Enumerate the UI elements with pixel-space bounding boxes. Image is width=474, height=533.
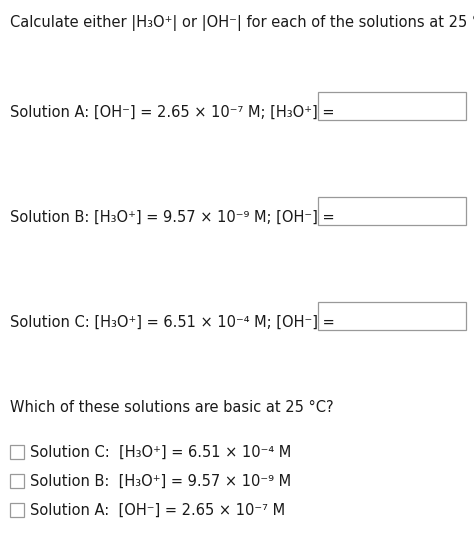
- Bar: [318, 197, 466, 225]
- Text: Solution C: [H₃O⁺] = 6.51 × 10⁻⁴ M; [OH⁻] =: Solution C: [H₃O⁺] = 6.51 × 10⁻⁴ M; [OH⁻…: [10, 315, 335, 330]
- Text: Solution A: [OH⁻] = 2.65 × 10⁻⁷ M; [H₃O⁺] =: Solution A: [OH⁻] = 2.65 × 10⁻⁷ M; [H₃O⁺…: [10, 105, 335, 120]
- Text: Solution A:  [OH⁻] = 2.65 × 10⁻⁷ M: Solution A: [OH⁻] = 2.65 × 10⁻⁷ M: [30, 503, 285, 518]
- Bar: [10, 445, 24, 459]
- Bar: [10, 474, 24, 488]
- Text: Solution B:  [H₃O⁺] = 9.57 × 10⁻⁹ M: Solution B: [H₃O⁺] = 9.57 × 10⁻⁹ M: [30, 474, 291, 489]
- Text: Which of these solutions are basic at 25 °C?: Which of these solutions are basic at 25…: [10, 400, 334, 415]
- Bar: [318, 302, 466, 330]
- Bar: [10, 503, 24, 517]
- Text: Solution C:  [H₃O⁺] = 6.51 × 10⁻⁴ M: Solution C: [H₃O⁺] = 6.51 × 10⁻⁴ M: [30, 445, 291, 460]
- Text: Calculate either |H₃O⁺| or |OH⁻| for each of the solutions at 25 °C.: Calculate either |H₃O⁺| or |OH⁻| for eac…: [10, 15, 474, 31]
- Bar: [318, 92, 466, 120]
- Text: Solution B: [H₃O⁺] = 9.57 × 10⁻⁹ M; [OH⁻] =: Solution B: [H₃O⁺] = 9.57 × 10⁻⁹ M; [OH⁻…: [10, 210, 335, 225]
